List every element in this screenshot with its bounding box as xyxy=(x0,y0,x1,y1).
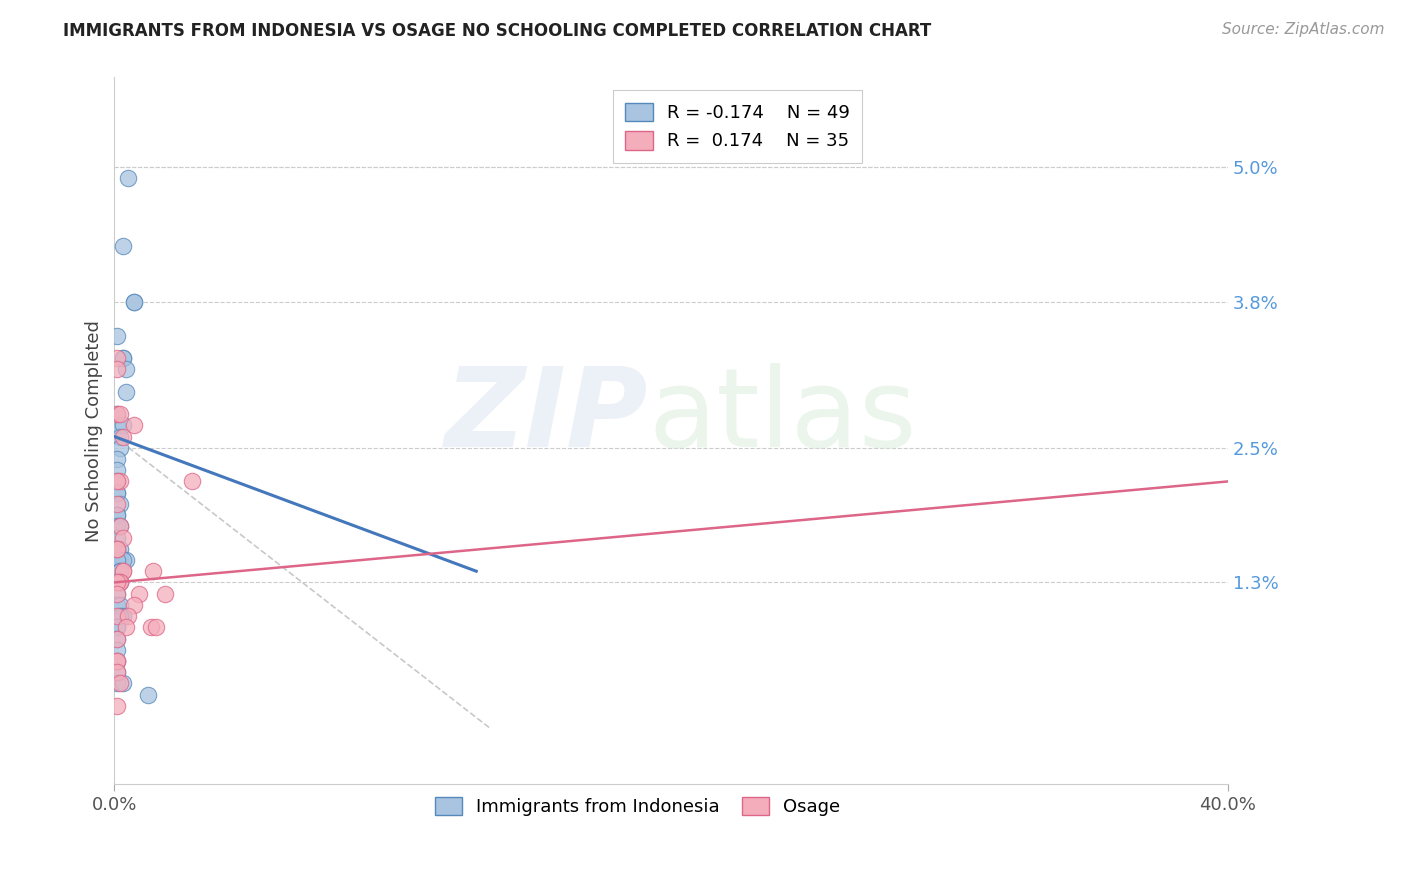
Point xyxy=(122,294,145,309)
Point xyxy=(108,553,131,567)
Point xyxy=(105,351,128,365)
Point xyxy=(122,418,145,433)
Point xyxy=(105,676,128,690)
Point xyxy=(114,553,136,567)
Point xyxy=(105,654,128,668)
Y-axis label: No Schooling Completed: No Schooling Completed xyxy=(86,320,103,541)
Point xyxy=(108,676,131,690)
Point xyxy=(111,609,134,624)
Legend: Immigrants from Indonesia, Osage: Immigrants from Indonesia, Osage xyxy=(426,788,849,825)
Point xyxy=(105,531,128,545)
Point xyxy=(108,598,131,612)
Point xyxy=(114,362,136,376)
Point xyxy=(111,418,134,433)
Point xyxy=(105,485,128,500)
Point xyxy=(153,587,176,601)
Point xyxy=(105,407,128,421)
Point xyxy=(105,575,128,590)
Point xyxy=(105,485,128,500)
Point xyxy=(114,620,136,634)
Point xyxy=(105,642,128,657)
Point xyxy=(111,429,134,443)
Point xyxy=(105,609,128,624)
Point xyxy=(105,620,128,634)
Point xyxy=(105,587,128,601)
Point xyxy=(105,553,128,567)
Point xyxy=(111,676,134,690)
Point xyxy=(105,575,128,590)
Point xyxy=(105,632,128,646)
Point xyxy=(105,654,128,668)
Point xyxy=(108,519,131,533)
Point xyxy=(105,452,128,467)
Point xyxy=(105,587,128,601)
Point xyxy=(105,541,128,556)
Point xyxy=(117,171,139,186)
Point xyxy=(108,407,131,421)
Point xyxy=(108,575,131,590)
Point xyxy=(111,351,134,365)
Text: ZIP: ZIP xyxy=(446,363,648,470)
Text: Source: ZipAtlas.com: Source: ZipAtlas.com xyxy=(1222,22,1385,37)
Point xyxy=(108,519,131,533)
Point xyxy=(122,294,145,309)
Point xyxy=(108,575,131,590)
Point xyxy=(128,587,150,601)
Point xyxy=(105,620,128,634)
Point xyxy=(117,609,139,624)
Point xyxy=(114,384,136,399)
Point xyxy=(111,564,134,578)
Point xyxy=(105,632,128,646)
Point xyxy=(105,463,128,477)
Point xyxy=(105,508,128,522)
Point xyxy=(108,564,131,578)
Point xyxy=(105,698,128,713)
Point xyxy=(105,508,128,522)
Point xyxy=(105,665,128,680)
Point xyxy=(105,519,128,533)
Point xyxy=(139,620,162,634)
Point xyxy=(142,564,165,578)
Point xyxy=(105,362,128,376)
Point xyxy=(108,429,131,443)
Text: IMMIGRANTS FROM INDONESIA VS OSAGE NO SCHOOLING COMPLETED CORRELATION CHART: IMMIGRANTS FROM INDONESIA VS OSAGE NO SC… xyxy=(63,22,932,40)
Point xyxy=(111,351,134,365)
Point xyxy=(105,328,128,343)
Point xyxy=(108,609,131,624)
Point xyxy=(111,531,134,545)
Point xyxy=(105,475,128,489)
Point xyxy=(181,475,204,489)
Point xyxy=(108,475,131,489)
Point xyxy=(105,541,128,556)
Point xyxy=(108,575,131,590)
Point xyxy=(122,598,145,612)
Point xyxy=(105,407,128,421)
Point xyxy=(105,541,128,556)
Point xyxy=(145,620,167,634)
Point xyxy=(108,441,131,455)
Point xyxy=(105,665,128,680)
Point xyxy=(111,553,134,567)
Text: atlas: atlas xyxy=(648,363,917,470)
Point xyxy=(105,497,128,511)
Point xyxy=(105,475,128,489)
Point xyxy=(111,239,134,253)
Point xyxy=(136,688,159,702)
Point xyxy=(105,654,128,668)
Point xyxy=(105,598,128,612)
Point xyxy=(108,564,131,578)
Point xyxy=(108,497,131,511)
Point xyxy=(111,564,134,578)
Point xyxy=(108,541,131,556)
Point xyxy=(105,418,128,433)
